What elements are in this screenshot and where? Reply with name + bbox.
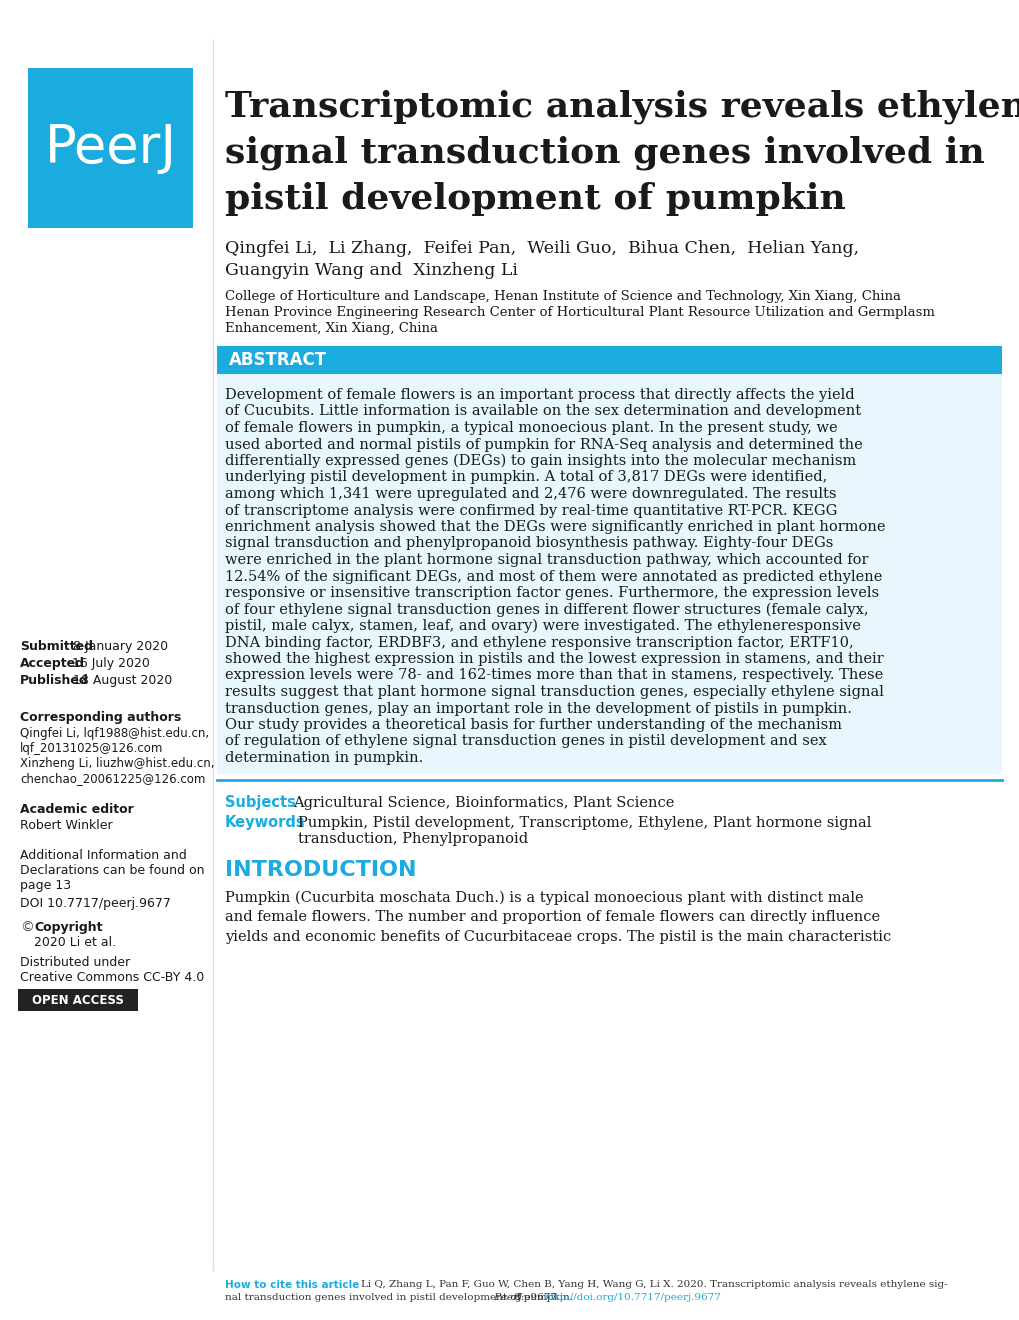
Text: transduction, Phenylpropanoid: transduction, Phenylpropanoid	[298, 833, 528, 846]
Text: 2020 Li et al.: 2020 Li et al.	[34, 936, 116, 949]
Text: PeerJ: PeerJ	[45, 121, 176, 174]
Text: showed the highest expression in pistils and the lowest expression in stamens, a: showed the highest expression in pistils…	[225, 652, 882, 667]
Text: enrichment analysis showed that the DEGs were significantly enriched in plant ho: enrichment analysis showed that the DEGs…	[225, 520, 884, 535]
Text: Published: Published	[20, 675, 89, 686]
Text: underlying pistil development in pumpkin. A total of 3,817 DEGs were identified,: underlying pistil development in pumpkin…	[225, 470, 826, 484]
Text: Enhancement, Xin Xiang, China: Enhancement, Xin Xiang, China	[225, 322, 437, 335]
Text: of Cucubits. Little information is available on the sex determination and develo: of Cucubits. Little information is avail…	[225, 404, 860, 418]
Text: of female flowers in pumpkin, a typical monoecious plant. In the present study, : of female flowers in pumpkin, a typical …	[225, 421, 837, 436]
Text: expression levels were 78- and 162-times more than that in stamens, respectively: expression levels were 78- and 162-times…	[225, 668, 882, 682]
Text: Our study provides a theoretical basis for further understanding of the mechanis: Our study provides a theoretical basis f…	[225, 718, 841, 733]
Text: DNA binding factor, ERDBF3, and ethylene responsive transcription factor, ERTF10: DNA binding factor, ERDBF3, and ethylene…	[225, 635, 853, 649]
Text: pistil development of pumpkin: pistil development of pumpkin	[225, 182, 845, 216]
Text: and female flowers. The number and proportion of female flowers can directly inf: and female flowers. The number and propo…	[225, 911, 879, 924]
Text: transduction genes, play an important role in the development of pistils in pump: transduction genes, play an important ro…	[225, 701, 851, 715]
Text: differentially expressed genes (DEGs) to gain insights into the molecular mechan: differentially expressed genes (DEGs) to…	[225, 454, 855, 469]
Text: DOI 10.7717/peerj.9677: DOI 10.7717/peerj.9677	[20, 898, 171, 909]
Text: chenchao_20061225@126.com: chenchao_20061225@126.com	[20, 772, 205, 785]
Text: among which 1,341 were upregulated and 2,476 were downregulated. The results: among which 1,341 were upregulated and 2…	[225, 487, 836, 502]
Text: Guangyin Wang and  Xinzheng Li: Guangyin Wang and Xinzheng Li	[225, 261, 518, 279]
Text: Pumpkin (Cucurbita moschata Duch.) is a typical monoecious plant with distinct m: Pumpkin (Cucurbita moschata Duch.) is a …	[225, 891, 863, 906]
Text: pistil, male calyx, stamen, leaf, and ovary) were investigated. The ethyleneresp: pistil, male calyx, stamen, leaf, and ov…	[225, 619, 860, 634]
Text: http://doi.org/10.7717/peerj.9677: http://doi.org/10.7717/peerj.9677	[541, 1294, 720, 1302]
Text: Keywords: Keywords	[225, 816, 306, 830]
Text: were enriched in the plant hormone signal transduction pathway, which accounted : were enriched in the plant hormone signa…	[225, 553, 867, 568]
Text: Accepted: Accepted	[20, 657, 85, 671]
Text: Transcriptomic analysis reveals ethylene: Transcriptomic analysis reveals ethylene	[225, 90, 1019, 124]
FancyBboxPatch shape	[18, 989, 138, 1011]
Text: Additional Information and: Additional Information and	[20, 849, 186, 862]
Text: 8 January 2020: 8 January 2020	[69, 640, 168, 653]
Text: How to cite this article: How to cite this article	[225, 1280, 359, 1290]
Text: Distributed under: Distributed under	[20, 956, 130, 969]
Text: results suggest that plant hormone signal transduction genes, especially ethylen: results suggest that plant hormone signa…	[225, 685, 883, 700]
Text: of transcriptome analysis were confirmed by real-time quantitative RT-PCR. KEGG: of transcriptome analysis were confirmed…	[225, 503, 837, 517]
Text: determination in pumpkin.: determination in pumpkin.	[225, 751, 423, 766]
Text: 8:e9677: 8:e9677	[511, 1294, 557, 1302]
Text: College of Horticulture and Landscape, Henan Institute of Science and Technology: College of Horticulture and Landscape, H…	[225, 290, 900, 304]
Text: OPEN ACCESS: OPEN ACCESS	[32, 994, 124, 1006]
Text: Submitted: Submitted	[20, 640, 93, 653]
Text: nal transduction genes involved in pistil development of pumpkin.: nal transduction genes involved in pisti…	[225, 1294, 573, 1302]
Text: Xinzheng Li, liuzhw@hist.edu.cn,: Xinzheng Li, liuzhw@hist.edu.cn,	[20, 756, 214, 770]
Text: used aborted and normal pistils of pumpkin for RNA-Seq analysis and determined t: used aborted and normal pistils of pumpk…	[225, 437, 862, 451]
Text: Pumpkin, Pistil development, Transcriptome, Ethylene, Plant hormone signal: Pumpkin, Pistil development, Transcripto…	[298, 816, 870, 829]
FancyBboxPatch shape	[217, 374, 1001, 774]
FancyBboxPatch shape	[28, 69, 193, 228]
Text: of four ethylene signal transduction genes in different flower structures (femal: of four ethylene signal transduction gen…	[225, 602, 868, 616]
Text: Qingfei Li,  Li Zhang,  Feifei Pan,  Weili Guo,  Bihua Chen,  Helian Yang,: Qingfei Li, Li Zhang, Feifei Pan, Weili …	[225, 240, 858, 257]
Text: signal transduction genes involved in: signal transduction genes involved in	[225, 136, 984, 170]
Text: Creative Commons CC-BY 4.0: Creative Commons CC-BY 4.0	[20, 972, 204, 983]
Text: Declarations can be found on: Declarations can be found on	[20, 865, 204, 876]
Text: INTRODUCTION: INTRODUCTION	[225, 861, 416, 880]
Text: Qingfei Li, lqf1988@hist.edu.cn,: Qingfei Li, lqf1988@hist.edu.cn,	[20, 727, 209, 741]
Text: Development of female flowers is an important process that directly affects the : Development of female flowers is an impo…	[225, 388, 854, 403]
Text: 18 August 2020: 18 August 2020	[69, 675, 172, 686]
Text: Subjects: Subjects	[225, 796, 296, 810]
Text: Henan Province Engineering Research Center of Horticultural Plant Resource Utili: Henan Province Engineering Research Cent…	[225, 306, 934, 319]
Text: Li Q, Zhang L, Pan F, Guo W, Chen B, Yang H, Wang G, Li X. 2020. Transcriptomic : Li Q, Zhang L, Pan F, Guo W, Chen B, Yan…	[361, 1280, 947, 1290]
Text: 12.54% of the significant DEGs, and most of them were annotated as predicted eth: 12.54% of the significant DEGs, and most…	[225, 569, 881, 583]
Text: page 13: page 13	[20, 879, 71, 892]
Text: Academic editor: Academic editor	[20, 803, 133, 816]
Text: responsive or insensitive transcription factor genes. Furthermore, the expressio: responsive or insensitive transcription …	[225, 586, 878, 601]
Text: lqf_20131025@126.com: lqf_20131025@126.com	[20, 742, 163, 755]
Text: ©: ©	[20, 921, 34, 935]
Text: Agricultural Science, Bioinformatics, Plant Science: Agricultural Science, Bioinformatics, Pl…	[292, 796, 674, 809]
Text: PeerJ: PeerJ	[491, 1294, 522, 1302]
Text: Robert Winkler: Robert Winkler	[20, 818, 112, 832]
Text: yields and economic benefits of Cucurbitaceae crops. The pistil is the main char: yields and economic benefits of Cucurbit…	[225, 931, 891, 945]
Text: Corresponding authors: Corresponding authors	[20, 711, 181, 723]
FancyBboxPatch shape	[217, 346, 1001, 374]
Text: of regulation of ethylene signal transduction genes in pistil development and se: of regulation of ethylene signal transdu…	[225, 734, 826, 748]
Text: ABSTRACT: ABSTRACT	[229, 351, 327, 370]
Text: signal transduction and phenylpropanoid biosynthesis pathway. Eighty-four DEGs: signal transduction and phenylpropanoid …	[225, 536, 833, 550]
Text: 16 July 2020: 16 July 2020	[64, 657, 150, 671]
Text: Copyright: Copyright	[34, 921, 102, 935]
